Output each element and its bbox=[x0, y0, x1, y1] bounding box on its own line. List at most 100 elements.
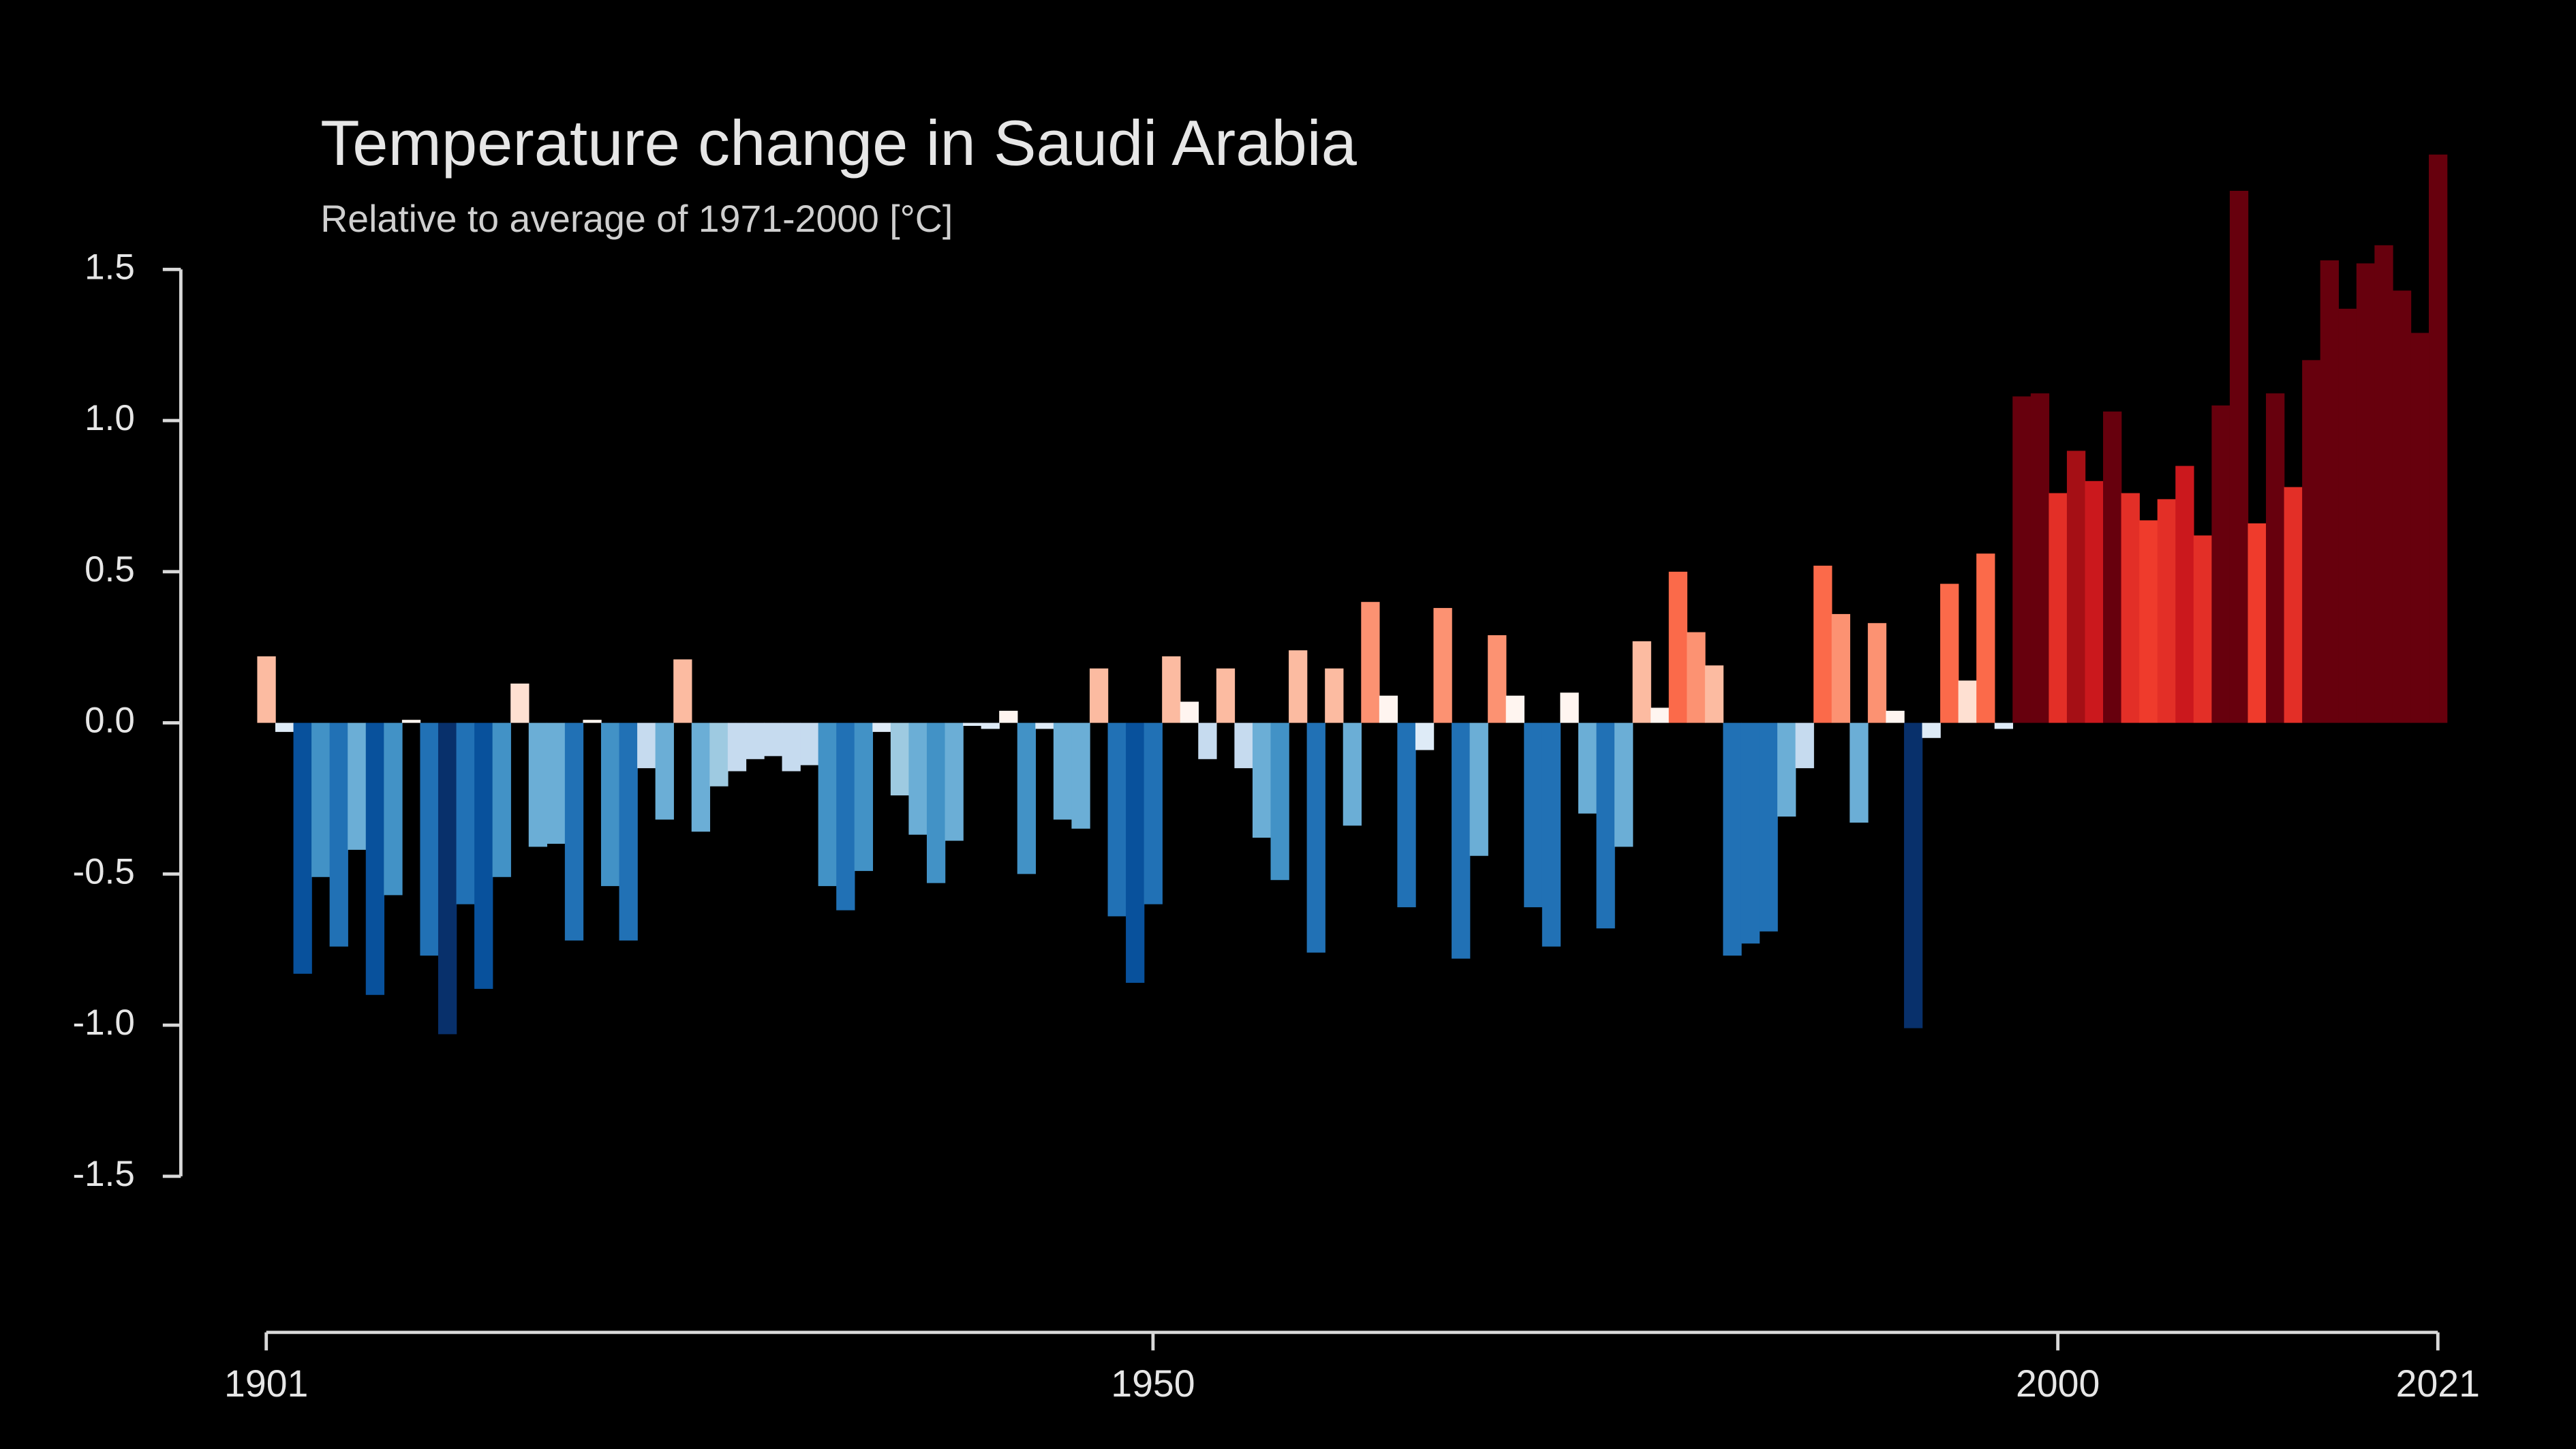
bar bbox=[1632, 641, 1651, 723]
bar bbox=[1651, 707, 1670, 723]
bar bbox=[1560, 692, 1579, 723]
bar bbox=[2410, 333, 2429, 723]
bar bbox=[2356, 263, 2376, 723]
chart-title: Temperature change in Saudi Arabia bbox=[320, 107, 1357, 179]
bar bbox=[1741, 722, 1760, 944]
bar bbox=[800, 722, 819, 765]
bar bbox=[1976, 553, 1995, 723]
bar bbox=[1940, 583, 1959, 723]
bar bbox=[691, 722, 711, 832]
y-tick-label: -1.5 bbox=[73, 1154, 135, 1194]
bar bbox=[1035, 722, 1054, 729]
chart-subtitle: Relative to average of 1971-2000 [°C] bbox=[320, 198, 953, 240]
bar bbox=[2049, 493, 2068, 723]
bar bbox=[1144, 722, 1163, 904]
bar bbox=[1198, 722, 1217, 759]
bar bbox=[1958, 680, 1977, 723]
bar bbox=[2103, 411, 2122, 723]
bar bbox=[2193, 535, 2213, 723]
bar bbox=[293, 722, 312, 974]
bar bbox=[510, 683, 530, 723]
bar bbox=[1306, 722, 1325, 953]
x-tick-label: 1901 bbox=[224, 1362, 308, 1405]
bar bbox=[763, 722, 783, 757]
bar bbox=[655, 722, 674, 820]
bar bbox=[2139, 520, 2158, 723]
bar bbox=[1397, 722, 1416, 908]
bar bbox=[1903, 722, 1923, 1028]
bar bbox=[600, 722, 620, 887]
bar bbox=[746, 722, 765, 759]
bar bbox=[2121, 493, 2140, 723]
bar bbox=[1469, 722, 1488, 856]
bar bbox=[2066, 451, 2086, 723]
y-tick-label: -0.5 bbox=[73, 851, 135, 891]
bar bbox=[890, 722, 910, 796]
bar bbox=[2157, 499, 2176, 723]
bar bbox=[1687, 632, 1706, 723]
bar bbox=[1723, 722, 1742, 956]
bar bbox=[981, 722, 1000, 729]
bar bbox=[420, 722, 439, 956]
bar bbox=[637, 722, 656, 769]
bar bbox=[2374, 245, 2393, 723]
bar bbox=[1704, 665, 1724, 723]
bar bbox=[1795, 722, 1814, 769]
bar bbox=[1270, 722, 1289, 881]
bar bbox=[1542, 722, 1561, 947]
bar bbox=[329, 722, 348, 947]
bar bbox=[673, 659, 692, 723]
bar bbox=[348, 722, 367, 850]
bar bbox=[275, 722, 294, 732]
bar bbox=[492, 722, 511, 877]
bar bbox=[1777, 722, 1796, 817]
bar bbox=[1379, 695, 1398, 723]
bar bbox=[438, 722, 457, 1035]
bar bbox=[2175, 466, 2194, 723]
bar bbox=[945, 722, 964, 841]
bar bbox=[1831, 613, 1850, 723]
bar bbox=[311, 722, 331, 877]
bar bbox=[365, 722, 385, 995]
bar bbox=[1850, 722, 1869, 823]
bar bbox=[1126, 722, 1145, 983]
bar bbox=[2229, 190, 2249, 723]
bar bbox=[2211, 405, 2230, 723]
y-tick-label: 1.5 bbox=[85, 247, 135, 287]
y-tick-label: -1.0 bbox=[73, 1003, 135, 1043]
bar bbox=[1614, 722, 1634, 847]
bar bbox=[564, 722, 584, 941]
x-tick-label: 2000 bbox=[2016, 1362, 2100, 1405]
bar bbox=[727, 722, 747, 772]
bar bbox=[872, 722, 891, 732]
bar bbox=[1488, 635, 1507, 723]
bar bbox=[709, 722, 729, 787]
bar bbox=[1089, 668, 1109, 723]
bar bbox=[1180, 701, 1199, 723]
bar bbox=[926, 722, 946, 883]
bar bbox=[1433, 608, 1452, 723]
bar bbox=[1053, 722, 1073, 820]
bar bbox=[2248, 523, 2267, 723]
bar bbox=[1578, 722, 1597, 814]
bar bbox=[854, 722, 874, 871]
bar bbox=[2284, 487, 2303, 723]
bar bbox=[1596, 722, 1615, 929]
bar bbox=[1922, 722, 1941, 738]
bar bbox=[2338, 308, 2357, 723]
bar bbox=[1107, 722, 1126, 917]
bar bbox=[2085, 481, 2104, 723]
bar bbox=[1017, 722, 1037, 874]
x-tick-label: 1950 bbox=[1111, 1362, 1195, 1405]
bar bbox=[547, 722, 566, 844]
x-tick-label: 2021 bbox=[2396, 1362, 2480, 1405]
bar bbox=[1071, 722, 1090, 829]
bar bbox=[583, 720, 602, 723]
bar bbox=[1867, 623, 1887, 723]
bar bbox=[2266, 393, 2285, 723]
bar bbox=[836, 722, 855, 911]
bar bbox=[2392, 290, 2412, 723]
bar bbox=[2012, 396, 2031, 723]
bar bbox=[2302, 360, 2321, 723]
bar bbox=[782, 722, 801, 772]
